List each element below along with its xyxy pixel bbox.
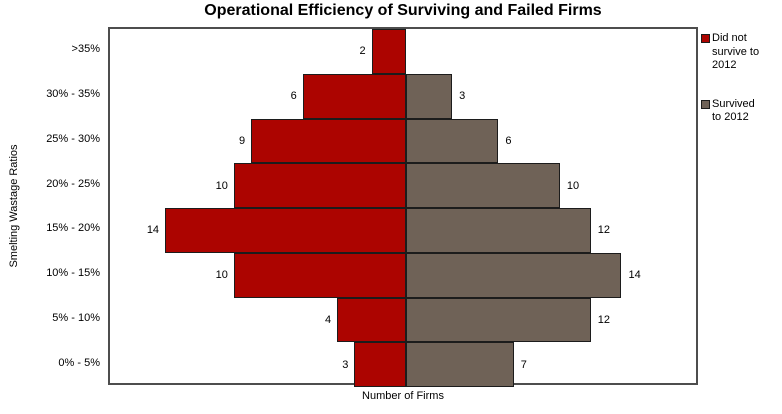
bar-survived <box>406 342 514 387</box>
value-label-did-not-survive: 3 <box>342 358 349 371</box>
value-label-did-not-survive: 2 <box>359 45 366 58</box>
value-label-did-not-survive: 10 <box>215 179 228 192</box>
x-axis-title: Number of Firms <box>362 390 444 402</box>
legend-label-did-not-survive: Did not survive to 2012 <box>712 32 760 71</box>
legend-item-survived: Survived to 2012 <box>701 98 781 125</box>
category-label: 0% - 5% <box>58 356 100 369</box>
legend-marker-survived-icon <box>701 99 710 109</box>
value-label-survived: 7 <box>520 358 527 371</box>
category-label: 15% - 20% <box>46 222 100 235</box>
bar-survived <box>406 118 499 164</box>
value-label-did-not-survive: 10 <box>215 269 228 282</box>
value-label-survived: 6 <box>505 134 512 147</box>
bar-did-not-survive <box>354 342 406 387</box>
bar-did-not-survive <box>233 252 406 298</box>
value-label-did-not-survive: 4 <box>325 313 332 326</box>
category-label: 5% - 10% <box>52 311 100 324</box>
bar-survived <box>406 252 622 298</box>
value-label-survived: 10 <box>566 179 580 192</box>
value-label-did-not-survive: 9 <box>238 134 246 147</box>
bar-did-not-survive <box>165 208 406 253</box>
y-axis-title: Smelting Wastage Ratios <box>8 144 20 268</box>
legend-item-did-not-survive: Did not survive to 2012 <box>701 32 781 73</box>
value-label-survived: 3 <box>459 90 466 103</box>
bar-survived <box>406 208 591 253</box>
category-label: 10% - 15% <box>46 267 100 280</box>
plot-area: 2 6 3 9 6 10 10 14 12 10 14 4 12 3 7 <box>108 27 698 387</box>
bar-row: 10 14 <box>110 252 696 298</box>
bar-did-not-survive <box>251 118 406 164</box>
bar-survived <box>406 297 591 343</box>
bar-survived <box>406 73 453 119</box>
bar-did-not-survive <box>337 297 406 343</box>
legend: Did not survive to 2012 Survived to 2012 <box>701 32 781 150</box>
category-label: 30% - 35% <box>46 88 100 101</box>
bar-row: 4 12 <box>110 297 696 343</box>
value-label-survived: 14 <box>628 269 641 282</box>
value-label-survived: 12 <box>597 313 610 326</box>
category-label: 20% - 25% <box>46 177 100 190</box>
bar-survived <box>406 163 560 208</box>
bar-row: 2 <box>110 29 696 74</box>
category-label: 25% - 30% <box>46 132 100 145</box>
value-label-survived: 12 <box>597 224 610 237</box>
bar-did-not-survive <box>302 73 406 119</box>
value-label-did-not-survive: 14 <box>146 224 160 237</box>
bar-row: 14 12 <box>110 208 696 253</box>
legend-label-survived: Survived to 2012 <box>712 97 755 124</box>
bar-did-not-survive <box>233 163 406 208</box>
bar-row: 10 10 <box>110 163 696 208</box>
bar-did-not-survive <box>371 29 406 74</box>
category-label: >35% <box>71 43 100 56</box>
value-label-did-not-survive: 6 <box>290 90 297 103</box>
chart-title: Operational Efficiency of Surviving and … <box>204 2 602 19</box>
legend-marker-did-not-survive-icon <box>701 34 710 43</box>
